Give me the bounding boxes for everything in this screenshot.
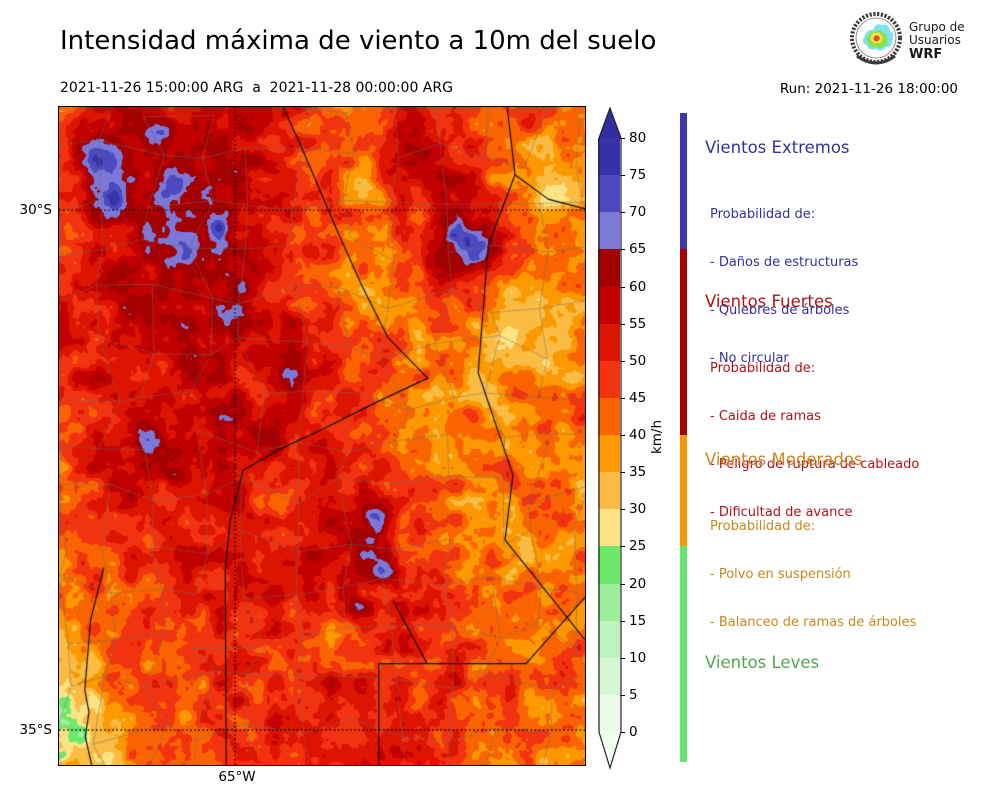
legend-heading-leves: Vientos Leves	[705, 653, 820, 672]
bullet-item: - Peligro de ruptura de cableado	[710, 457, 920, 472]
bullet-item: - Caida de ramas	[710, 409, 821, 424]
colorbar-segment	[598, 694, 620, 732]
colorbar-tick-label: 5	[629, 686, 638, 703]
valid-period-label: 2021-11-26 15:00:00 ARG a 2021-11-28 00:…	[60, 80, 453, 96]
colorbar-tick-label: 55	[629, 315, 647, 332]
colorbar-tick-label: 60	[629, 278, 647, 295]
bullet-item: - Balanceo de ramas de árboles	[710, 615, 917, 630]
legend-block-fuertes: Vientos Fuertes Probabilidad de: - Caida…	[705, 292, 985, 553]
colorbar-tick-label: 25	[629, 538, 647, 555]
legend-block-moderados: Vientos Moderados Probabilidad de: - Pol…	[705, 450, 985, 663]
colorbar-segment	[598, 397, 620, 435]
prob-label: Probabilidad de:	[710, 519, 816, 534]
colorbar-tick	[620, 175, 625, 177]
bullet-item: - Daños de estructuras	[710, 255, 859, 270]
legend-details-moderados: Probabilidad de: - Polvo en suspensión -…	[705, 487, 985, 663]
colorbar-tick-label: 10	[629, 649, 647, 666]
prob-label: Probabilidad de:	[710, 207, 816, 222]
legend-heading-extremos: Vientos Extremos	[705, 138, 850, 157]
wrf-users-group-logo: Grupo de Usuarios WRF	[849, 10, 965, 72]
globe-emblem-icon	[849, 10, 903, 72]
colorbar-tick	[620, 546, 625, 548]
colorbar-tick-label: 15	[629, 612, 647, 629]
colorbar-tick-label: 45	[629, 389, 647, 406]
bullet-item: - Polvo en suspensión	[710, 567, 851, 582]
legend-block-extremos: Vientos Extremos Probabilidad de: - Daño…	[705, 138, 985, 399]
colorbar-tick-label: 50	[629, 352, 647, 369]
colorbar-tick	[620, 212, 625, 214]
colorbar-segment	[598, 620, 620, 658]
colorbar-tick-label: 35	[629, 464, 647, 481]
model-run-label: Run: 2021-11-26 18:00:00	[779, 81, 958, 97]
colorbar-tick	[620, 397, 625, 399]
lat-label-30s: 30°S	[19, 202, 53, 218]
lon-label-65w: 65°W	[218, 769, 256, 785]
colorbar-tick-label: 70	[629, 204, 647, 221]
colorbar-outline	[598, 107, 622, 771]
colorbar-tick	[620, 509, 625, 511]
colorbar: 0 5 10 15 20 25 30 35 40 45 50 55 60 65 70 75 80	[598, 107, 678, 777]
colorbar-segment	[598, 286, 620, 324]
legend-heading-moderados: Vientos Moderados	[705, 450, 863, 469]
colorbar-tick	[620, 435, 625, 436]
legend-details-fuertes: Probabilidad de: - Caida de ramas - Peli…	[705, 329, 985, 553]
colorbar-segment	[598, 657, 620, 695]
colorbar-tick	[620, 323, 625, 325]
category-bar-fuertes	[680, 249, 687, 435]
colorbar-segment	[598, 138, 620, 176]
colorbar-tick	[620, 286, 625, 288]
bullet-item: - Dificultad de avance	[710, 505, 853, 520]
colorbar-tick	[620, 472, 625, 474]
colorbar-segment	[598, 509, 620, 547]
colorbar-tick	[620, 138, 625, 139]
category-bar-moderados	[680, 435, 687, 547]
prob-label: Probabilidad de:	[710, 361, 816, 376]
colorbar-tick-label: 30	[629, 501, 647, 518]
colorbar-segment	[598, 546, 620, 584]
colorbar-tick-label: 65	[629, 241, 647, 258]
colorbar-segment	[598, 249, 620, 287]
colorbar-segment	[598, 212, 620, 250]
colorbar-tick-label: 75	[629, 167, 647, 184]
colorbar-segment	[598, 323, 620, 361]
colorbar-unit-label: km/h	[649, 419, 665, 455]
colorbar-tick	[620, 657, 625, 659]
colorbar-tick-label: 20	[629, 575, 647, 592]
colorbar-segment	[598, 360, 620, 398]
colorbar-tick-label: 40	[629, 427, 647, 443]
colorbar-tick	[620, 249, 625, 251]
colorbar-tick	[620, 694, 625, 696]
colorbar-segment	[598, 472, 620, 510]
page-title: Intensidad máxima de viento a 10m del su…	[60, 26, 657, 56]
lat-label-35s: 35°S	[19, 722, 53, 738]
category-bar-leves	[680, 546, 687, 762]
bullet-item: - No circular	[710, 351, 789, 366]
colorbar-tick	[620, 583, 625, 585]
colorbar-tick-label: 0	[629, 724, 638, 740]
colorbar-tick	[620, 620, 625, 622]
logo-line-3: WRF	[909, 46, 943, 62]
legend-heading-fuertes: Vientos Fuertes	[705, 292, 833, 311]
bullet-item: - Quiebres de árboles	[710, 303, 850, 318]
colorbar-segment	[598, 175, 620, 213]
colorbar-tick-label: 80	[629, 130, 647, 146]
logo-line-2: Usuarios	[909, 33, 961, 48]
colorbar-segment	[598, 435, 620, 473]
colorbar-tick	[620, 732, 625, 733]
category-bar-extremos	[680, 113, 687, 250]
logo-line-1: Grupo de	[909, 19, 965, 34]
logo-text: Grupo de Usuarios WRF	[909, 19, 965, 62]
legend-details-extremos: Probabilidad de: - Daños de estructuras …	[705, 175, 985, 399]
wind-intensity-map	[59, 107, 585, 765]
colorbar-tick	[620, 360, 625, 362]
colorbar-segment	[598, 583, 620, 621]
map-frame	[58, 106, 586, 766]
legend-block-leves: Vientos Leves	[705, 653, 985, 672]
